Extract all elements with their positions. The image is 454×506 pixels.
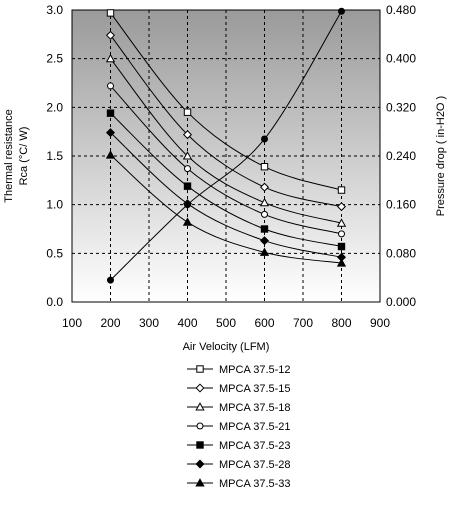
data-point — [106, 109, 115, 117]
legend-item: MPCA 37.5-18 — [187, 402, 291, 414]
legend-marker — [196, 422, 204, 430]
data-point — [337, 242, 346, 251]
x-tick-label: 400 — [177, 316, 197, 330]
y-right-tick-label: 0.080 — [386, 246, 416, 260]
series-line — [110, 132, 342, 258]
data-point — [260, 225, 269, 233]
data-point — [182, 130, 193, 140]
x-tick-label: 800 — [331, 316, 351, 330]
x-axis-title: Air Velocity (LFM) — [183, 341, 270, 353]
legend-item: MPCA 37.5-21 — [187, 421, 291, 433]
data-point — [106, 9, 115, 17]
y-left-tick-label: 2.5 — [46, 52, 63, 66]
legend-label: MPCA 37.5-23 — [219, 440, 291, 452]
data-point — [338, 230, 345, 238]
y-right-tick-labels: 0.000 0.080 0.160 0.240 0.320 0.400 0.480 — [386, 3, 416, 309]
x-tick-label: 700 — [293, 316, 313, 330]
data-point — [182, 217, 193, 226]
data-point — [105, 30, 116, 40]
legend-marker — [196, 441, 204, 449]
legend-item: MPCA 37.5-15 — [187, 383, 291, 395]
y-right-tick-label: 0.480 — [386, 3, 416, 17]
legend-item: MPCA 37.5-12 — [187, 364, 291, 376]
data-point — [105, 150, 116, 159]
x-tick-label: 200 — [100, 316, 120, 330]
data-point — [182, 151, 193, 160]
data-point — [336, 218, 347, 227]
legend-label: MPCA 37.5-28 — [219, 459, 291, 471]
data-point — [183, 182, 192, 190]
series-line — [110, 58, 342, 224]
y-left-tick-label: 0.5 — [46, 246, 63, 260]
legend-label: MPCA 37.5-12 — [219, 364, 291, 376]
y-right-axis-title: Pressure drop ( in-H2O ) — [435, 96, 447, 216]
x-tick-label: 100 — [62, 316, 82, 330]
data-point — [336, 258, 347, 267]
y-right-tick-label: 0.160 — [386, 198, 416, 212]
data-point — [184, 165, 191, 173]
legend-marker — [196, 365, 204, 373]
series-line — [110, 154, 342, 264]
legend-label: MPCA 37.5-21 — [219, 421, 291, 433]
y-right-tick-label: 0.000 — [386, 295, 416, 309]
y-left-tick-label: 1.0 — [46, 198, 63, 212]
legend-marker — [195, 459, 205, 469]
x-tick-labels: 100 200 300 400 500 600 700 800 900 — [62, 316, 390, 330]
y-left-axis-title-line2: Rca (°C/ W) — [18, 127, 30, 186]
y-right-tick-label: 0.320 — [386, 100, 416, 114]
legend-marker — [195, 383, 205, 393]
legend-marker — [195, 402, 205, 411]
data-point — [261, 210, 268, 218]
data-point — [259, 247, 270, 256]
pressure-point — [184, 201, 191, 209]
pressure-line — [110, 10, 342, 281]
legend-label: MPCA 37.5-18 — [219, 402, 291, 414]
data-point — [259, 182, 270, 192]
y-left-axis-title-line1: Thermal resistance — [3, 109, 15, 203]
data-point — [260, 163, 269, 171]
y-right-tick-label: 0.400 — [386, 52, 416, 66]
data-point — [105, 128, 116, 138]
legend-label: MPCA 37.5-33 — [219, 478, 291, 490]
y-left-tick-label: 0.0 — [46, 295, 63, 309]
pressure-layer — [107, 7, 345, 284]
legend: MPCA 37.5-12 MPCA 37.5-15 MPCA 37.5-18 MPCA… — [187, 364, 291, 490]
data-point — [259, 236, 270, 246]
legend-item: MPCA 37.5-23 — [187, 440, 291, 452]
data-point — [337, 186, 346, 194]
pressure-point — [107, 276, 114, 284]
x-tick-label: 600 — [254, 316, 274, 330]
legend-label: MPCA 37.5-15 — [219, 383, 291, 395]
y-left-tick-label: 2.0 — [46, 100, 63, 114]
legend-item: MPCA 37.5-33 — [187, 478, 291, 490]
y-left-tick-labels: 0.0 0.5 1.0 1.5 2.0 2.5 3.0 — [46, 3, 63, 309]
series-line — [110, 112, 342, 248]
series-line — [110, 12, 342, 191]
series-line — [110, 85, 342, 235]
x-tick-label: 300 — [139, 316, 159, 330]
data-point — [107, 82, 114, 90]
data-point — [183, 108, 192, 116]
data-point — [336, 202, 347, 212]
data-point — [259, 197, 270, 207]
pressure-point — [338, 7, 345, 15]
y-right-tick-label: 0.240 — [386, 149, 416, 163]
legend-marker — [195, 478, 205, 487]
x-tick-label: 900 — [370, 316, 390, 330]
y-left-tick-label: 3.0 — [46, 3, 63, 17]
pressure-point — [261, 135, 268, 143]
legend-item: MPCA 37.5-28 — [187, 459, 291, 471]
series-line — [110, 35, 342, 208]
x-tick-label: 500 — [216, 316, 236, 330]
data-point — [105, 53, 116, 63]
y-left-tick-label: 1.5 — [46, 149, 63, 163]
